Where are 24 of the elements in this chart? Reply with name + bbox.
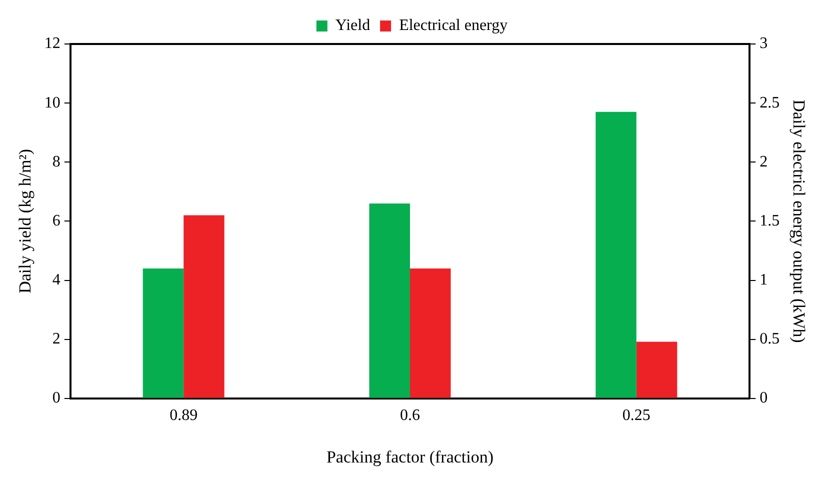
legend-label: Yield [335, 17, 370, 34]
y-tick-label: 10 [44, 94, 60, 112]
legend-label: Electrical energy [399, 17, 508, 34]
y-tick-label: 0 [52, 390, 60, 407]
y-tick-label: 8 [52, 153, 60, 170]
bar [636, 342, 678, 398]
y-tick-label: 6 [52, 212, 60, 230]
x-tick-label: 0.6 [400, 407, 420, 424]
y2-tick-label: 2.5 [760, 94, 780, 112]
y2-tick-label: 0 [760, 390, 768, 407]
bar [596, 112, 636, 398]
y2-tick-label: 2 [760, 153, 768, 170]
x-axis-title: Packing factor (fraction) [326, 447, 494, 466]
y-tick-label: 12 [44, 35, 60, 52]
y-tick-label: 4 [52, 271, 60, 288]
y2-tick-label: 0.5 [760, 330, 780, 348]
y2-tick-label: 1.5 [760, 212, 780, 230]
x-tick-label: 0.25 [622, 407, 650, 424]
x-tick-label: 0.89 [170, 407, 198, 424]
y2-tick-label: 1 [760, 271, 768, 288]
y2-axis-title: Daily electricl energy output (kWh) [789, 100, 808, 343]
y-tick-label: 2 [52, 330, 60, 348]
y-axis-title: Daily yield (kg h/m²) [16, 149, 35, 294]
y2-tick-label: 3 [760, 35, 768, 52]
